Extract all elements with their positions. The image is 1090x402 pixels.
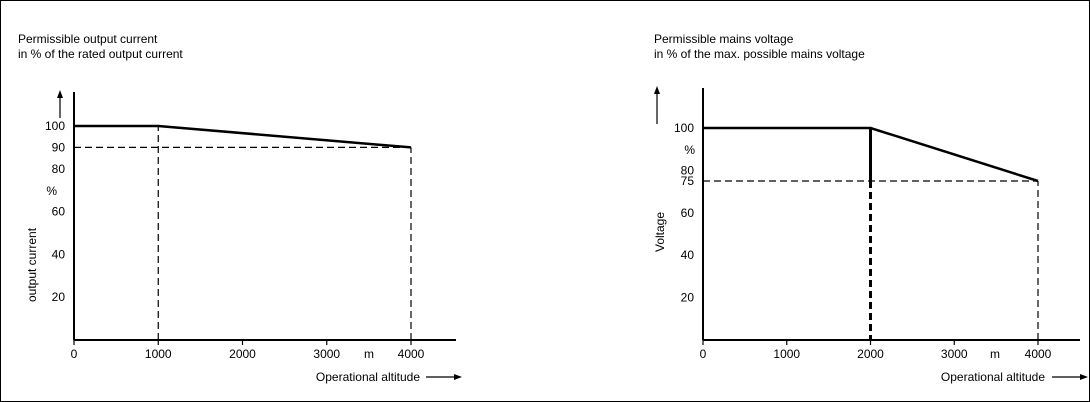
- y-tick-label: 60: [52, 205, 66, 219]
- y-direction-arrowhead: [654, 86, 660, 94]
- x-tick-label: 3000: [313, 347, 340, 361]
- y-tick-label: 20: [52, 290, 66, 304]
- chart2-ylabel: Voltage: [653, 212, 667, 252]
- x-tick-label: 4000: [1025, 347, 1052, 361]
- y-tick-label: 80: [52, 162, 66, 176]
- x-tick-label: 1000: [773, 347, 800, 361]
- x-tick-label: 1000: [145, 347, 172, 361]
- x-tick-label: 3000: [941, 347, 968, 361]
- y-tick-label: 20: [681, 291, 695, 305]
- chart2-title-line2: in % of the max. possible mains voltage: [654, 47, 865, 61]
- x-tick-label: 0: [700, 347, 707, 361]
- chart2-x-unit: m: [990, 347, 1000, 361]
- y-tick-label: 40: [52, 247, 66, 261]
- chart1-xlabel: Operational altitude: [316, 370, 420, 384]
- series-line: [703, 126, 1039, 183]
- chart1-plot: 0 1000 2000 3000 4000 20 40 60 80 90 100: [45, 90, 462, 380]
- chart2-y-unit: %: [684, 143, 695, 157]
- y-tick-label: 80: [681, 163, 695, 177]
- chart1-ylabel: output current: [25, 227, 39, 302]
- x-tick-label: 2000: [857, 347, 884, 361]
- y-tick-label: 60: [681, 206, 695, 220]
- y-tick-label: 100: [45, 119, 65, 133]
- chart-output-current: Permissible output current in % of the r…: [18, 32, 462, 384]
- y-tick-label: 100: [674, 121, 694, 135]
- chart1-x-unit: m: [364, 347, 374, 361]
- chart2-title-line1: Permissible mains voltage: [654, 32, 794, 46]
- chart1-title-line2: in % of the rated output current: [18, 47, 183, 61]
- y-tick-label: 90: [52, 140, 66, 154]
- chart1-title-line1: Permissible output current: [18, 32, 158, 46]
- x-tick-label: 4000: [398, 347, 425, 361]
- series-line: [74, 124, 412, 149]
- y-direction-arrowhead: [57, 90, 63, 98]
- y-tick-label: 40: [681, 248, 695, 262]
- x-direction-arrowhead: [454, 374, 462, 380]
- chart-mains-voltage: Permissible mains voltage in % of the ma…: [653, 32, 1088, 384]
- chart1-y-unit: %: [46, 184, 57, 198]
- y-tick-label: 75: [681, 174, 695, 188]
- x-direction-arrowhead: [1080, 374, 1088, 380]
- x-tick-label: 2000: [229, 347, 256, 361]
- x-tick-label: 0: [71, 347, 78, 361]
- chart2-xlabel: Operational altitude: [941, 370, 1045, 384]
